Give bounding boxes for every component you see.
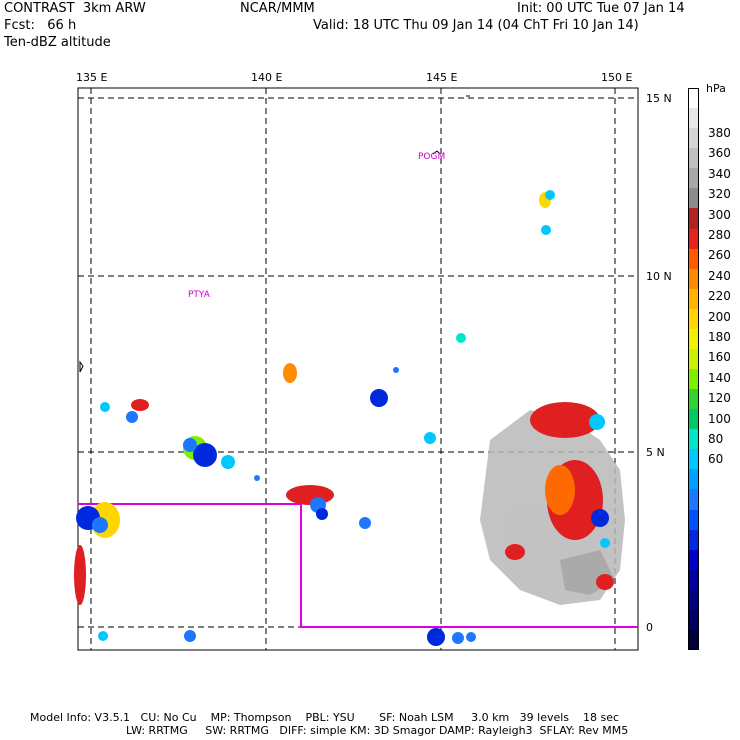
colorbar-tick-label: 160 [708,350,731,365]
colorbar-tick-label: 60 [708,452,724,467]
colorbar-cell [688,389,699,410]
colorbar-tick-label: 260 [708,248,731,263]
colorbar-tick-label: 120 [708,391,731,406]
colorbar-cell [688,228,699,250]
colorbar-cell [688,348,699,370]
colorbar-cell [688,469,699,490]
colorbar-tick-label: 280 [708,228,731,242]
colorbar-tick-label: 100 [708,411,731,426]
lon-label-145: 145 E [426,71,458,84]
colorbar-unit: hPa [706,82,726,95]
colorbar-tick-label: 200 [708,309,731,324]
colorbar-cell [688,288,699,310]
colorbar-cell [688,589,699,611]
colorbar-cell [688,569,699,591]
colorbar-cell [688,268,699,290]
colorbar-cell [688,509,699,531]
title-model: CONTRAST 3km ARW [4,1,146,16]
colorbar-tick-label: 220 [708,289,731,304]
colorbar-tick-label: 80 [708,432,724,446]
colorbar-tick-label: 140 [708,370,731,385]
coastlines [79,95,470,373]
lon-label-150: 150 E [601,71,633,84]
lat-label-10n: 10 N [646,270,672,283]
colorbar-cell [688,369,699,390]
colorbar-cell [688,148,699,169]
lon-label-135: 135 E [76,71,108,84]
colorbar-tick-label: 320 [708,187,731,202]
init-time: Init: 00 UTC Tue 07 Jan 14 [517,1,685,16]
colorbar-cell [688,188,699,209]
colorbar-cell [688,308,699,330]
colorbar-cell [688,88,699,109]
valid-time: Valid: 18 UTC Thu 09 Jan 14 (04 ChT Fri … [313,18,639,33]
colorbar-cell [688,168,699,189]
map-frame [77,87,639,651]
colorbar-cell [688,108,699,129]
echo-cells-warm [74,192,614,605]
colorbar-cell [688,449,699,470]
colorbar-cell [688,529,699,551]
nested-domain-boundary [78,503,638,628]
colorbar-tick-label: 360 [708,146,731,161]
colorbar-cell [688,409,699,430]
model-info-line2: LW: RRTMG SW: RRTMG DIFF: simple KM: 3D … [126,724,629,737]
colorbar-tick-label: 300 [708,207,731,222]
model-info-line1: Model Info: V3.5.1 CU: No Cu MP: Thompso… [30,711,620,724]
field-name: Ten-dBZ altitude [4,35,111,50]
station-label-ptya: PTYA [188,290,210,300]
station-label-pogm: POGM [418,152,446,162]
colorbar-cell [688,629,699,651]
colorbar-cell [688,208,699,229]
colorbar-cell [688,489,699,510]
colorbar-tick-label: 380 [708,126,731,140]
colorbar-cell [688,128,699,149]
colorbar-cell [688,609,699,631]
colorbar-cell [688,549,699,571]
lat-label-15n: 15 N [646,92,672,105]
title-institution: NCAR/MMM [240,1,315,16]
lon-label-140: 140 E [251,71,283,84]
colorbar-cell [688,328,699,350]
colorbar-tick-label: 180 [708,330,731,344]
colorbar-cell [688,429,699,450]
lat-label-5n: 5 N [646,446,665,459]
forecast-hour: Fcst: 66 h [4,18,77,33]
colorbar-cell [688,248,699,270]
lat-label-0: 0 [646,621,653,634]
echo-cells-cold [76,190,610,646]
colorbar-tick-label: 340 [708,166,731,181]
colorbar-tick-label: 240 [708,268,731,283]
